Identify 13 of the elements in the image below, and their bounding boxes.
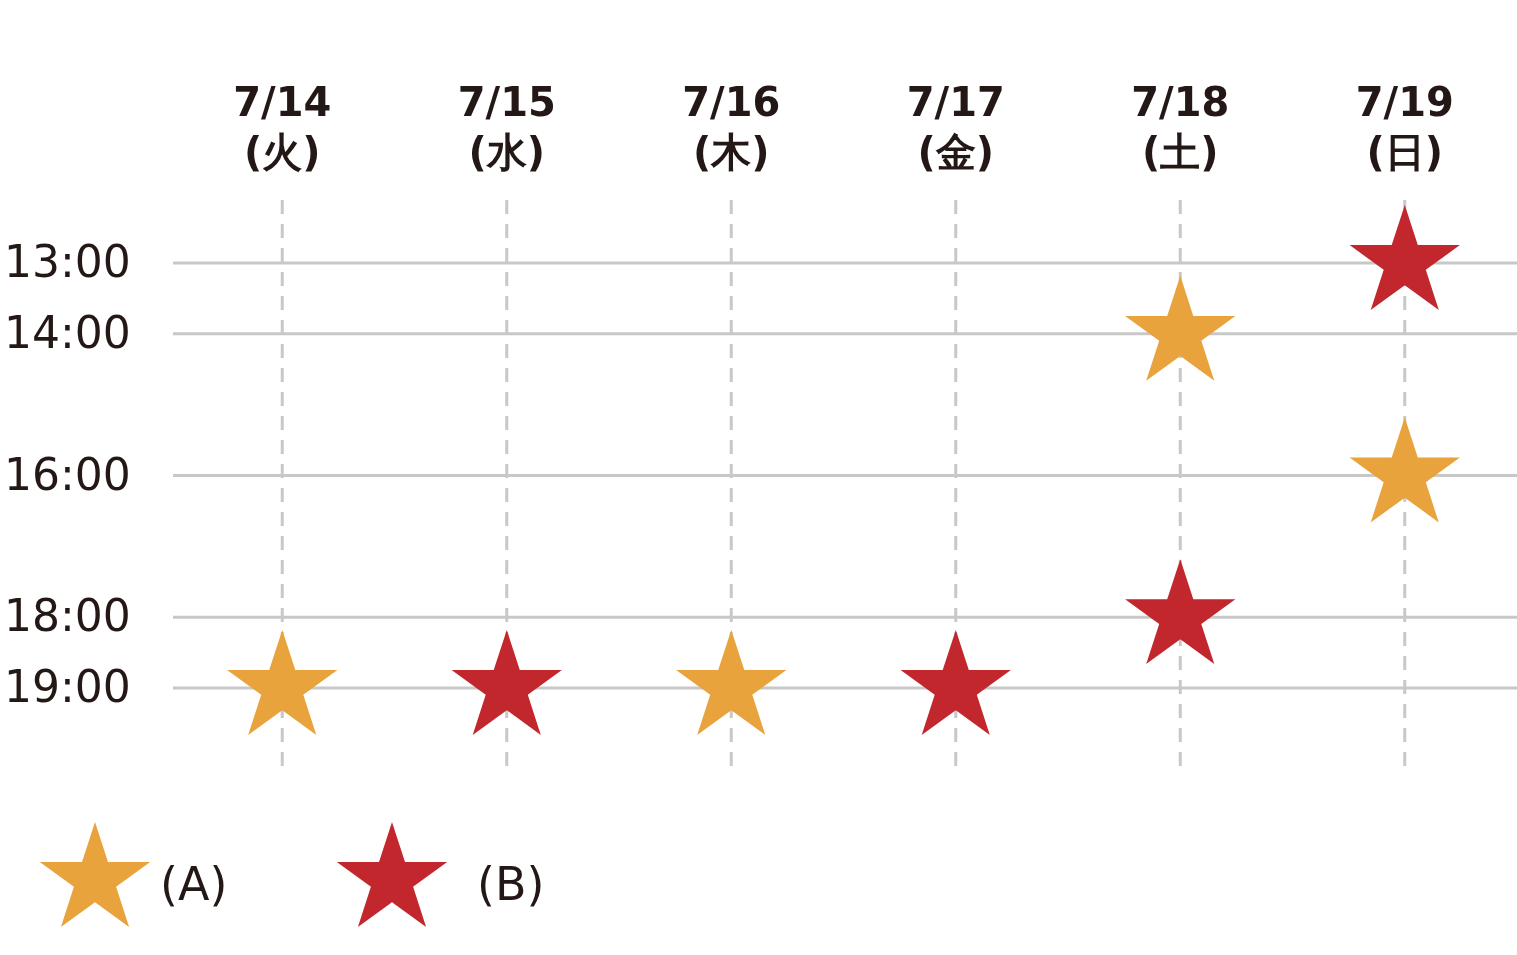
x-tick-label: 7/19 (日) — [1355, 79, 1454, 175]
x-tick-label: 7/15 (水) — [457, 79, 556, 175]
y-tick-label: 16:00 — [4, 448, 131, 500]
x-tick-label: 7/17 (金) — [906, 79, 1005, 175]
y-tick-label: 14:00 — [4, 306, 131, 358]
y-tick-label: 19:00 — [4, 661, 131, 712]
y-tick-label: 13:00 — [4, 236, 131, 287]
legend-label: (B) — [477, 857, 545, 911]
legend-label: (A) — [160, 857, 228, 911]
x-tick-label: 7/14 (火) — [233, 79, 332, 175]
x-tick-label: 7/16 (木) — [682, 79, 781, 175]
x-tick-label: 7/18 (土) — [1131, 79, 1230, 175]
y-tick-label: 18:00 — [4, 590, 131, 642]
